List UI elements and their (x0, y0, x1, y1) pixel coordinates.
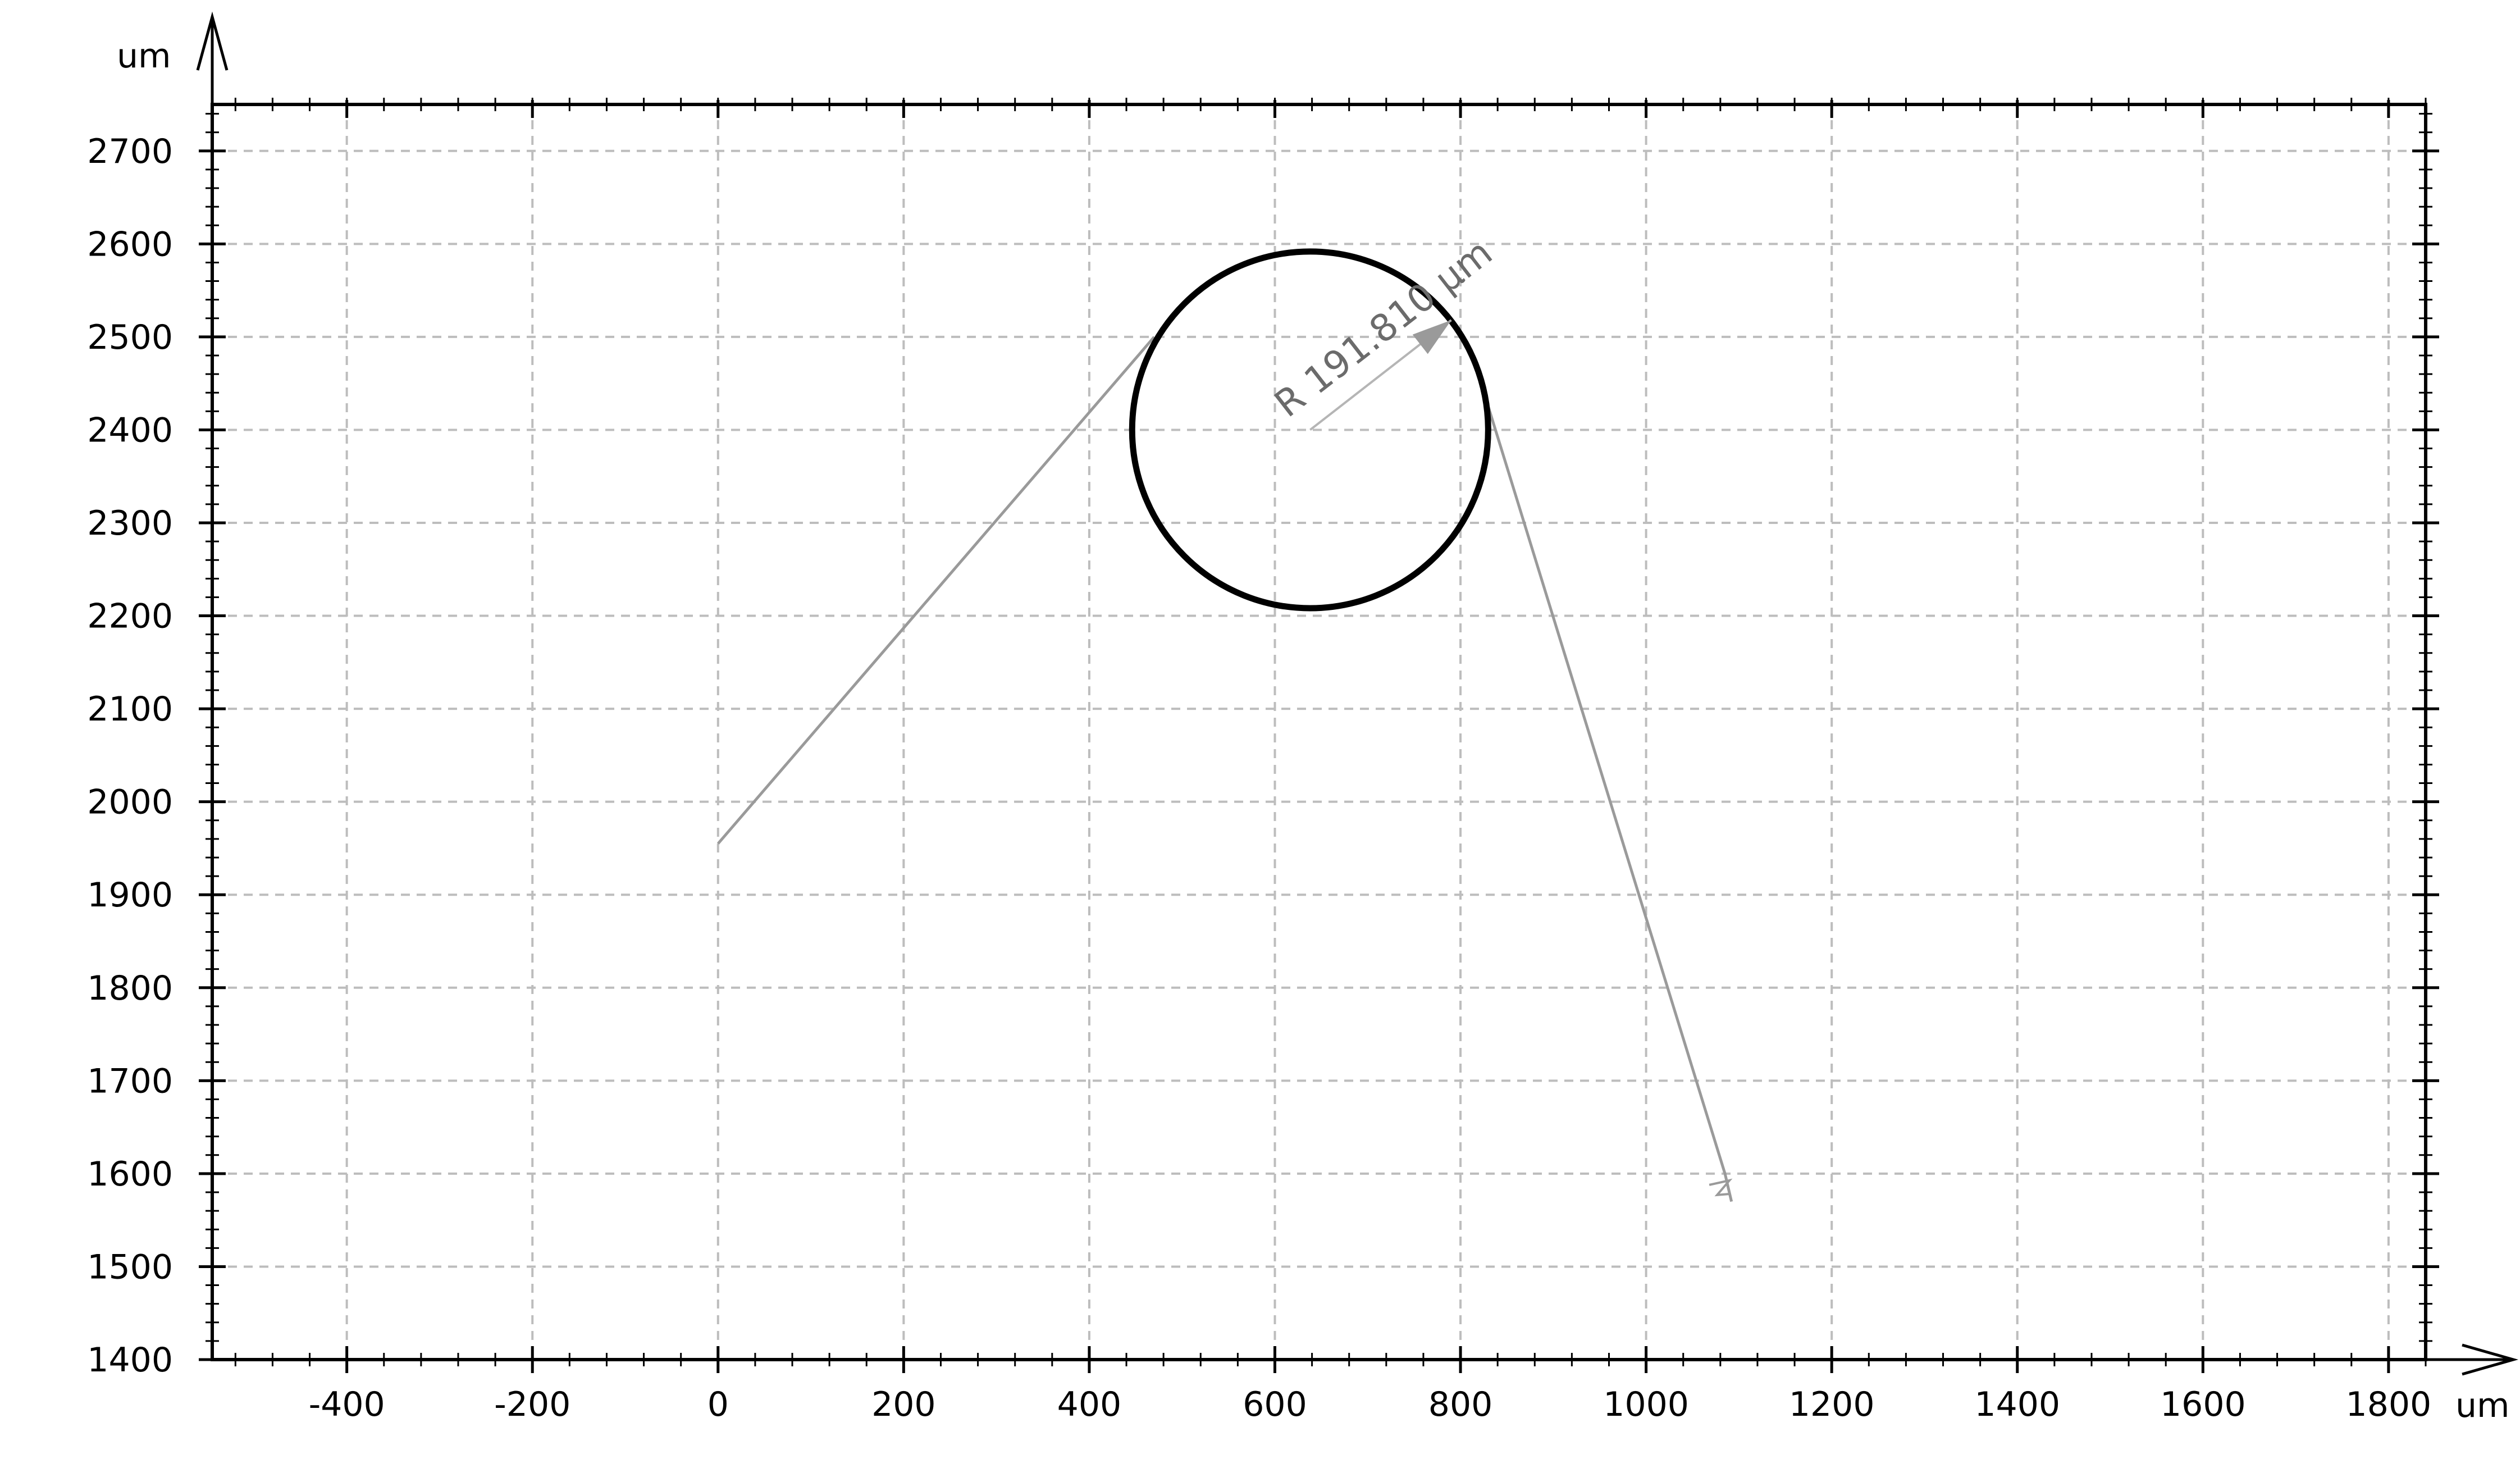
x-tick-label: -400 (309, 1385, 385, 1424)
y-tick-label: 2600 (87, 225, 173, 264)
x-tick-label: 200 (871, 1385, 936, 1424)
x-tick-label: -200 (494, 1385, 570, 1424)
y-tick-label: 2000 (87, 783, 173, 822)
y-tick-labels: 1400 1500 1600 1700 1800 1900 2000 2100 2200 2300… (87, 132, 173, 1380)
path-line (716, 336, 1156, 845)
y-tick-label: 1600 (87, 1155, 173, 1194)
radius-arrowhead (1412, 320, 1451, 354)
x-tick-label: 400 (1057, 1385, 1122, 1424)
major-ticks (199, 100, 2439, 1373)
radius-label: R 191.810 µm (1267, 231, 1500, 426)
y-tick-label: 2100 (87, 690, 173, 729)
grid (212, 104, 2426, 1360)
y-axis-arrow (196, 11, 229, 71)
circle-shape (1129, 248, 1491, 612)
y-tick-label: 2500 (87, 318, 173, 357)
y-tick-label: 2200 (87, 597, 173, 636)
y-tick-label: 1700 (87, 1061, 173, 1101)
x-tick-label: 1000 (1603, 1385, 1689, 1424)
y-tick-label: 1400 (87, 1341, 173, 1380)
axes (196, 11, 2519, 1376)
circle-layer (1129, 248, 1491, 612)
x-axis-arrow (2462, 1343, 2519, 1376)
y-tick-label: 1500 (87, 1247, 173, 1287)
y-axis-unit-label: um (117, 37, 171, 76)
y-tick-label: 1800 (87, 969, 173, 1008)
x-tick-label: 1400 (1974, 1385, 2060, 1424)
plot-frame (211, 103, 2427, 1361)
x-tick-label: 1200 (1789, 1385, 1875, 1424)
radius-annotation: R 191.810 µm (1267, 231, 1500, 431)
minor-ticks (206, 98, 2432, 1366)
path-series (716, 336, 1733, 1202)
x-axis-unit-label: um (2455, 1386, 2509, 1425)
y-tick-label: 2400 (87, 411, 173, 450)
path-line (1487, 406, 1733, 1202)
y-tick-label: 2700 (87, 132, 173, 171)
x-tick-label: 1800 (2346, 1385, 2432, 1424)
x-tick-label: 600 (1243, 1385, 1307, 1424)
x-tick-label: 0 (707, 1385, 729, 1424)
y-tick-label: 1900 (87, 876, 173, 915)
x-tick-label: 800 (1428, 1385, 1493, 1424)
path-end-marker (1709, 1178, 1733, 1197)
x-tick-labels: -400 -200 0 200 400 600 800 1000 1200 1400 1600 180… (309, 1385, 2432, 1424)
y-tick-label: 2300 (87, 504, 173, 543)
x-tick-label: 1600 (2160, 1385, 2246, 1424)
